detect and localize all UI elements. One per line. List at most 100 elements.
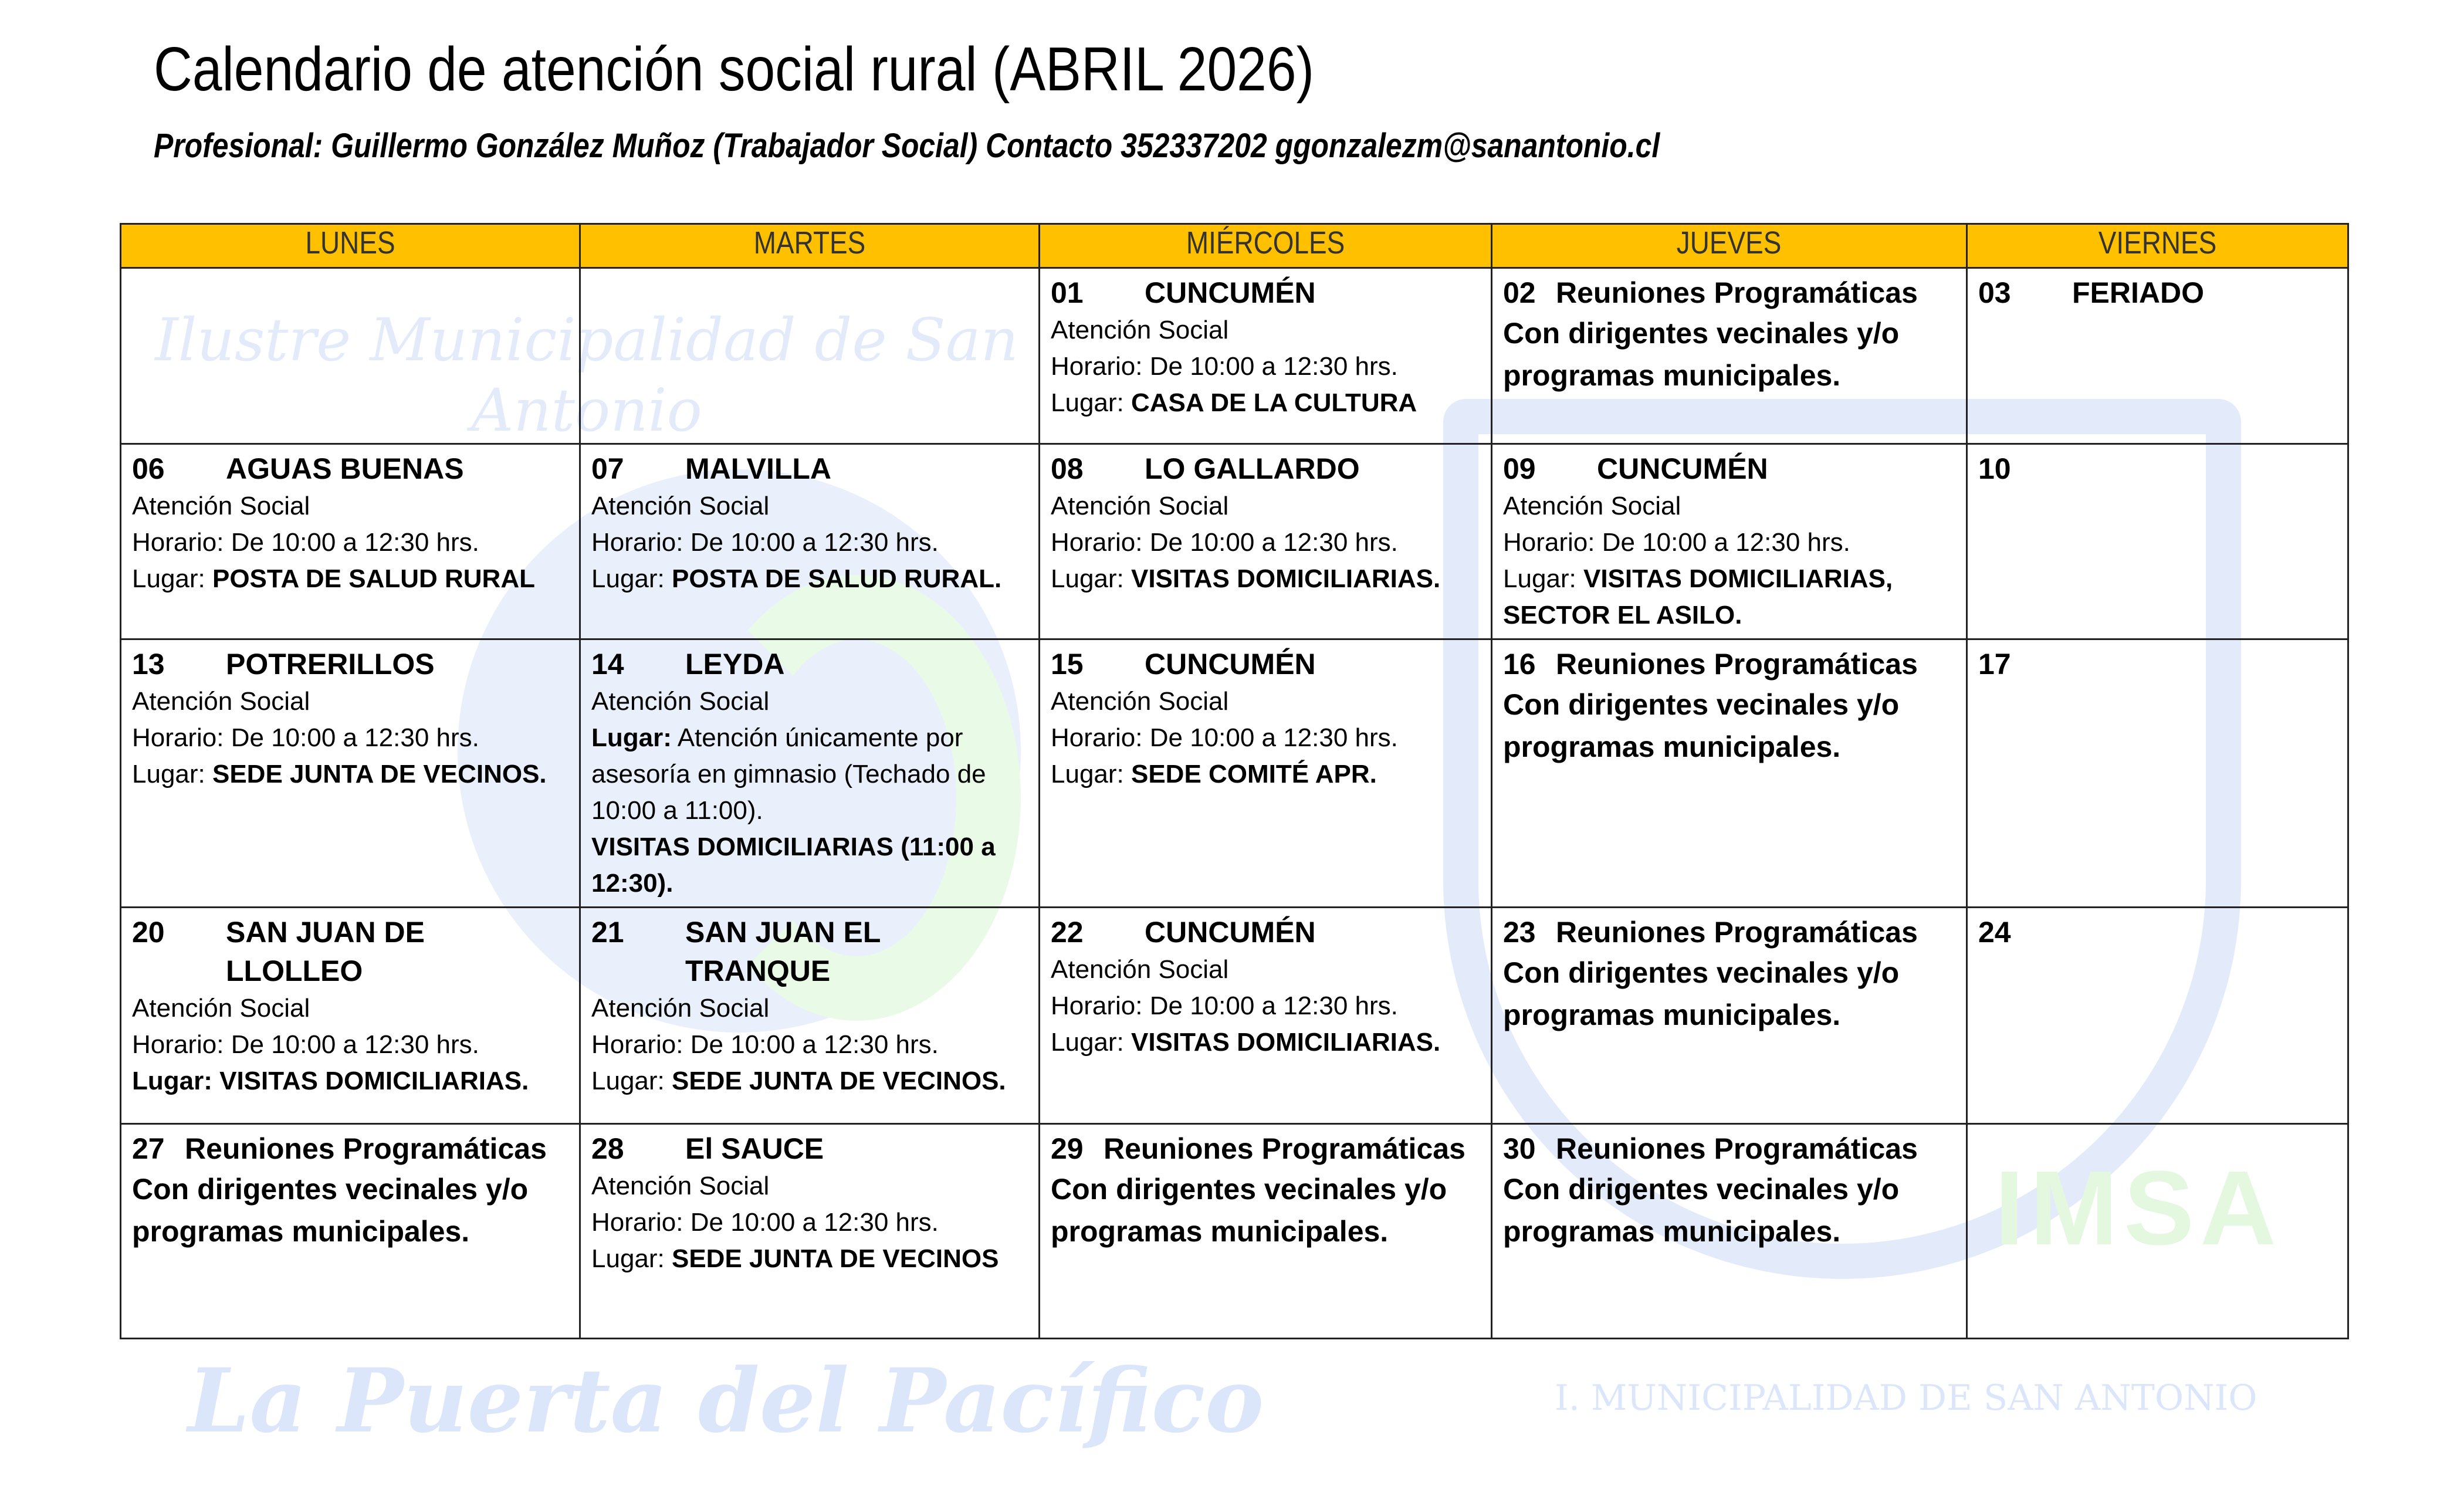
weekday-label: MIÉRCOLES <box>1186 225 1345 260</box>
location-name: LEYDA <box>685 648 785 681</box>
detail-text: Horario: De 10:00 a 12:30 hrs. <box>591 1208 939 1237</box>
day-content: 28 El SAUCE Atención Social Horario: De 10:… <box>591 1129 1028 1277</box>
day-heading: 27 Reuniones Programáticas <box>132 1129 568 1168</box>
day-heading: 01 CUNCUMÉN <box>1051 273 1480 312</box>
activity-title: Reuniones Programáticas <box>1556 916 1918 949</box>
day-number: 03 <box>1978 276 2011 309</box>
detail-line: Lugar: VISITAS DOMICILIARIAS, SECTOR EL … <box>1503 561 1955 634</box>
day-content: 22 CUNCUMÉN Atención Social Horario: De 10:… <box>1051 913 1480 1061</box>
activity-title: Reuniones Programáticas <box>1104 1132 1465 1165</box>
calendar-day-cell: 16 Reuniones Programáticas Con dirigentes … <box>1491 638 1968 908</box>
location-name: LO GALLARDO <box>1145 452 1360 485</box>
detail-line: Lugar: SEDE JUNTA DE VECINOS <box>591 1241 1028 1277</box>
detail-text: Horario: De 10:00 a 12:30 hrs. <box>1051 352 1398 381</box>
weekday-header-lunes: LUNES <box>120 223 581 269</box>
day-heading: 28 El SAUCE <box>591 1129 1028 1168</box>
meeting-description: Con dirigentes vecinales y/o programas m… <box>132 1173 529 1248</box>
detail-text: Atención Social <box>1051 955 1229 984</box>
day-heading: 21 SAN JUAN EL TRANQUE <box>591 913 1028 990</box>
day-heading: 20 SAN JUAN DE LLOLLEO <box>132 913 568 990</box>
weekday-label: VIERNES <box>2098 225 2217 260</box>
detail-text: SEDE JUNTA DE VECINOS. <box>212 760 547 788</box>
day-number: 15 <box>1051 648 1084 681</box>
day-number: 14 <box>591 648 624 681</box>
detail-text: Horario: De 10:00 a 12:30 hrs. <box>1051 723 1398 752</box>
detail-line: VISITAS DOMICILIARIAS (11:00 a 12:30). <box>591 829 1028 902</box>
location-name: AGUAS BUENAS <box>226 452 464 485</box>
meeting-description: Con dirigentes vecinales y/o programas m… <box>1503 317 1900 392</box>
detail-line: Atención Social <box>132 683 568 720</box>
day-content: 27 Reuniones Programáticas Con dirigentes … <box>132 1129 568 1253</box>
location-name: SAN JUAN EL TRANQUE <box>685 916 881 987</box>
detail-text: Horario: De 10:00 a 12:30 hrs. <box>132 528 479 557</box>
watermark-ring-text: I. MUNICIPALIDAD DE SAN ANTONIO <box>1555 1377 2257 1419</box>
day-number: 20 <box>132 916 165 949</box>
detail-text: VISITAS DOMICILIARIAS, SECTOR EL ASILO. <box>1503 564 1893 629</box>
location-name: MALVILLA <box>685 452 832 485</box>
calendar-week-row: 27 Reuniones Programáticas Con dirigentes … <box>120 1123 2349 1339</box>
calendar-day-cell: 07 MALVILLA Atención Social Horario: De 10:… <box>579 443 1040 640</box>
day-number: 21 <box>591 916 624 949</box>
detail-text: Lugar: <box>132 564 212 593</box>
calendar-week-row: 06 AGUAS BUENAS Atención Social Horario: De… <box>120 443 2349 640</box>
detail-text: POSTA DE SALUD RURAL. <box>671 564 1002 593</box>
calendar-day-cell: 08 LO GALLARDO Atención Social Horario: De … <box>1038 443 1492 640</box>
calendar-week-row: 13 POTRERILLOS Atención Social Horario: De … <box>120 638 2349 908</box>
day-content: 23 Reuniones Programáticas Con dirigentes … <box>1503 913 1955 1036</box>
detail-line: Atención Social <box>591 488 1028 524</box>
calendar-day-cell: 21 SAN JUAN EL TRANQUE Atención Social Hora… <box>579 906 1040 1125</box>
day-number: 01 <box>1051 276 1084 309</box>
calendar-day-cell: 06 AGUAS BUENAS Atención Social Horario: De… <box>120 443 581 640</box>
day-heading: 06 AGUAS BUENAS <box>132 449 568 488</box>
day-content: 30 Reuniones Programáticas Con dirigentes … <box>1503 1129 1955 1253</box>
meeting-description: Con dirigentes vecinales y/o programas m… <box>1051 1173 1447 1248</box>
watermark-slogan: La Puerta del Pacífico <box>188 1349 1264 1453</box>
weekday-header-viernes: VIERNES <box>1966 223 2349 269</box>
detail-text: Horario: De 10:00 a 12:30 hrs. <box>591 528 939 557</box>
day-heading: 10 <box>1978 449 2337 488</box>
day-content: 06 AGUAS BUENAS Atención Social Horario: De… <box>132 449 568 597</box>
day-number: 10 <box>1978 452 2011 485</box>
weekday-label: LUNES <box>305 225 395 260</box>
detail-text: Lugar: <box>1503 564 1583 593</box>
calendar-day-cell: 10 <box>1966 443 2349 640</box>
page-subtitle: Profesional: Guillermo González Muñoz (T… <box>154 127 1660 165</box>
day-number: 29 <box>1051 1132 1084 1165</box>
day-heading: 07 MALVILLA <box>591 449 1028 488</box>
detail-text: Atención Social <box>591 492 770 520</box>
detail-line: Horario: De 10:00 a 12:30 hrs. <box>132 1027 568 1063</box>
day-number: 17 <box>1978 648 2011 681</box>
page-title: Calendario de atención social rural (ABR… <box>154 35 1314 104</box>
day-content: 20 SAN JUAN DE LLOLLEO Atención Social Hora… <box>132 913 568 1099</box>
calendar-day-cell: 27 Reuniones Programáticas Con dirigentes … <box>120 1123 581 1339</box>
detail-line: Atención Social <box>1051 488 1480 524</box>
weekday-header-miércoles: MIÉRCOLES <box>1038 223 1492 269</box>
day-heading: 14 LEYDA <box>591 645 1028 683</box>
calendar-day-cell: 23 Reuniones Programáticas Con dirigentes … <box>1491 906 1968 1125</box>
day-number: 28 <box>591 1132 624 1165</box>
day-content: 03 FERIADO <box>1978 273 2337 312</box>
detail-text: Atención Social <box>1051 492 1229 520</box>
day-content: 02 Reuniones Programáticas Con dirigentes … <box>1503 273 1955 397</box>
detail-text: Atención Social <box>591 994 770 1023</box>
day-heading: 30 Reuniones Programáticas <box>1503 1129 1955 1168</box>
calendar-day-cell: 30 Reuniones Programáticas Con dirigentes … <box>1491 1123 1968 1339</box>
detail-line: Atención Social <box>1051 683 1480 720</box>
day-heading: 16 Reuniones Programáticas <box>1503 645 1955 683</box>
activity-title: Reuniones Programáticas <box>185 1132 547 1165</box>
detail-text: Atención Social <box>1503 492 1681 520</box>
detail-text: Atención Social <box>591 1172 770 1200</box>
day-heading: 23 Reuniones Programáticas <box>1503 913 1955 952</box>
location-name: SAN JUAN DE LLOLLEO <box>226 916 425 987</box>
day-number: 22 <box>1051 916 1084 949</box>
detail-line: Horario: De 10:00 a 12:30 hrs. <box>1051 524 1480 561</box>
detail-line: Lugar: SEDE COMITÉ APR. <box>1051 756 1480 793</box>
detail-text: Lugar: <box>1051 388 1131 417</box>
weekday-label: JUEVES <box>1677 225 1782 260</box>
day-content: 14 LEYDA Atención Social Lugar: Atención ún… <box>591 645 1028 902</box>
detail-line: Horario: De 10:00 a 12:30 hrs. <box>132 720 568 756</box>
day-content: 29 Reuniones Programáticas Con dirigentes … <box>1051 1129 1480 1253</box>
day-heading: 22 CUNCUMÉN <box>1051 913 1480 952</box>
day-number: 02 <box>1503 276 1536 309</box>
location-name: CUNCUMÉN <box>1145 648 1316 681</box>
